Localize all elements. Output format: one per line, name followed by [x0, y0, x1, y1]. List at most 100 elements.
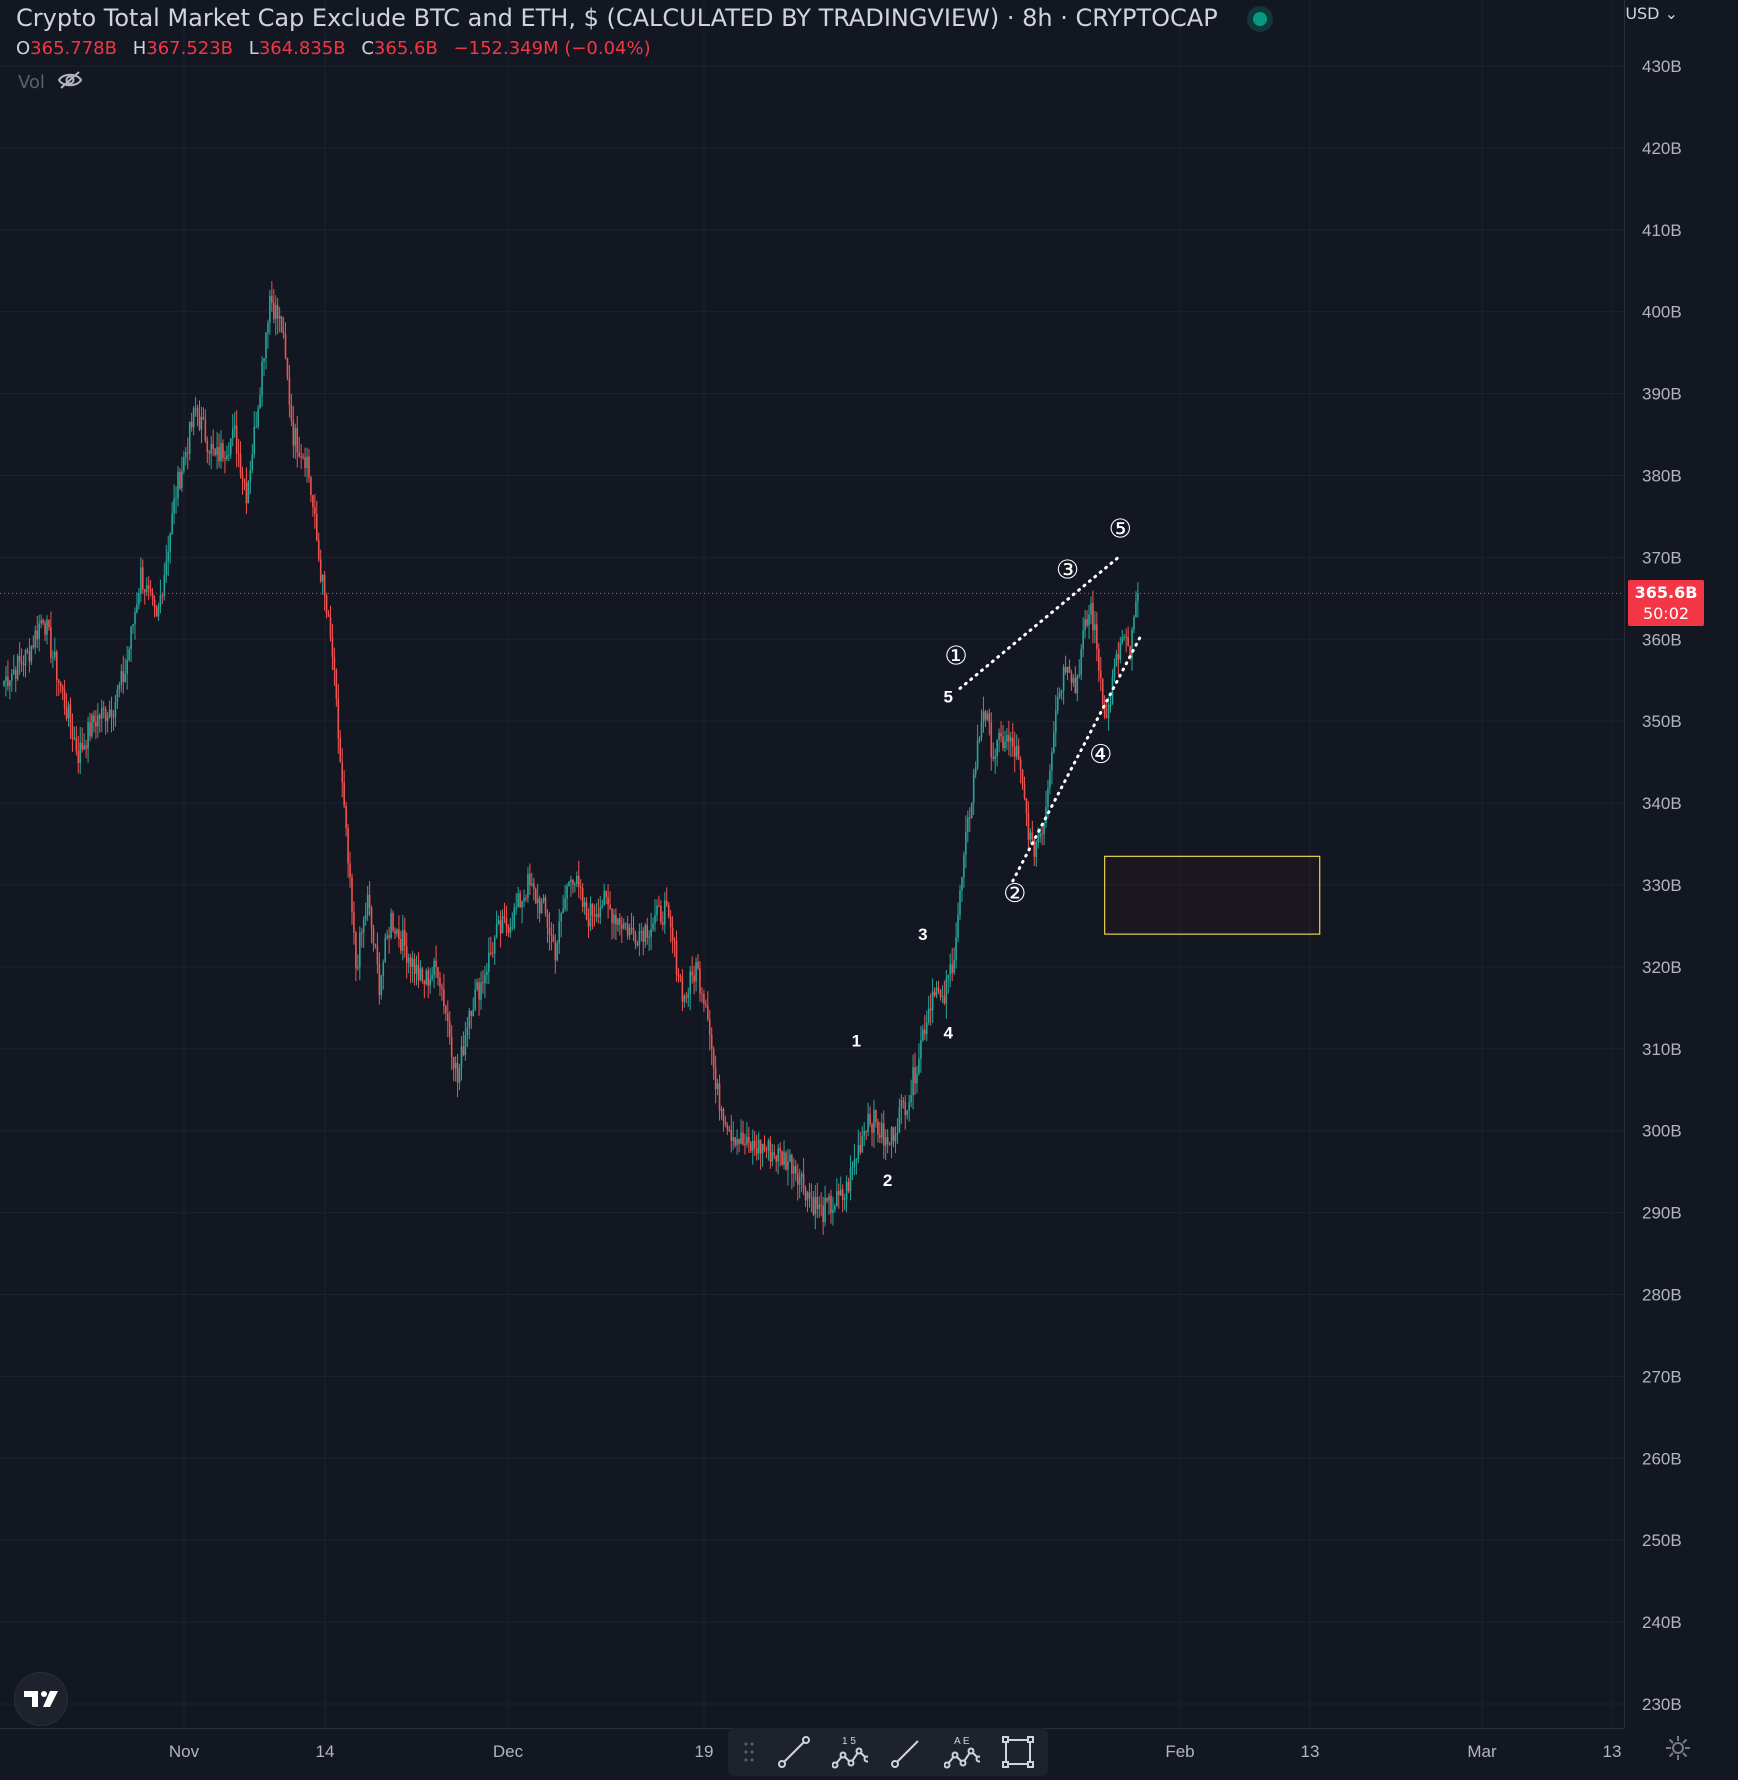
candle-body — [1051, 752, 1053, 771]
trend-line-tool-icon[interactable] — [776, 1734, 812, 1770]
eye-hidden-icon[interactable] — [57, 70, 83, 95]
main-wave-label: ① — [944, 642, 967, 672]
candle-body — [214, 449, 216, 455]
candle-body — [186, 452, 189, 454]
y-tick-label: 320B — [1642, 958, 1682, 977]
gear-icon[interactable] — [1664, 1734, 1692, 1762]
candle-body — [317, 540, 320, 560]
candle-body — [198, 415, 201, 430]
drag-handle-icon[interactable] — [742, 1734, 756, 1770]
candle-body — [879, 1134, 881, 1138]
candle-body — [626, 924, 629, 936]
candle-body — [388, 935, 390, 938]
candle-body — [501, 916, 504, 934]
candle-body — [1109, 704, 1112, 706]
candle-body — [716, 1083, 719, 1090]
candle-body — [192, 408, 195, 428]
candle-body — [472, 1009, 474, 1017]
candle-body — [620, 924, 623, 929]
candle-body — [531, 883, 533, 885]
candle-body — [949, 964, 952, 975]
candle-body — [48, 619, 50, 627]
candle-body — [81, 742, 83, 750]
candle-body — [978, 737, 981, 741]
candle-body — [793, 1166, 795, 1174]
currency-selector[interactable]: USD ⌄ — [1625, 4, 1678, 23]
candle-body — [513, 907, 516, 928]
candle-body — [652, 923, 654, 930]
candle-body — [650, 929, 652, 937]
candle-body — [276, 304, 279, 319]
candle-body — [953, 960, 955, 973]
candle-body — [965, 831, 967, 855]
candle-body — [32, 645, 35, 648]
candle-body — [1017, 745, 1020, 760]
candle-body — [867, 1113, 869, 1132]
candle-body — [216, 446, 218, 455]
elliott-correction-tool-icon[interactable]: A E — [944, 1734, 980, 1770]
candle-body — [353, 912, 355, 933]
market-status-icon[interactable] — [1253, 12, 1268, 26]
line-tool-icon[interactable] — [888, 1734, 924, 1770]
chart-grid — [0, 0, 1624, 1728]
candle-body — [896, 1132, 899, 1135]
candle-body — [28, 651, 31, 662]
candle-body — [339, 737, 342, 763]
candle-body — [783, 1152, 785, 1166]
candle-body — [343, 782, 345, 806]
candle-body — [269, 295, 271, 323]
candle-body — [628, 927, 631, 936]
candle-body — [411, 958, 414, 967]
candle-body — [175, 497, 177, 499]
candle-body — [963, 854, 965, 878]
candle-body — [12, 669, 15, 674]
y-tick-label: 360B — [1642, 630, 1682, 649]
candle-body — [208, 451, 211, 454]
candle-body — [798, 1177, 801, 1185]
candle-body — [886, 1137, 889, 1144]
candle-body — [1035, 842, 1038, 857]
candle-body — [710, 1034, 713, 1049]
volume-legend[interactable]: Vol — [18, 70, 83, 95]
candle-body — [967, 817, 969, 832]
y-tick-label: 400B — [1642, 303, 1682, 322]
candle-body — [507, 926, 510, 933]
volume-label: Vol — [18, 72, 45, 93]
candle-body — [759, 1139, 762, 1154]
candle-body — [1041, 833, 1043, 835]
candle-body — [806, 1192, 809, 1201]
candle-body — [1045, 806, 1047, 824]
candle-body — [904, 1102, 907, 1115]
candle-body — [576, 875, 578, 885]
candle-body — [11, 673, 13, 681]
candle-body — [726, 1124, 729, 1130]
candle-body — [112, 716, 115, 718]
candle-body — [97, 715, 99, 727]
candle-body — [476, 982, 478, 990]
tradingview-logo-icon[interactable] — [14, 1672, 68, 1726]
candle-body — [61, 686, 64, 691]
candle-body — [130, 626, 132, 650]
y-tick-label: 270B — [1642, 1367, 1682, 1386]
candle-body — [116, 689, 119, 702]
candle-body — [613, 914, 615, 924]
candle-body — [595, 914, 598, 917]
candle-body — [660, 905, 662, 923]
candle-body — [263, 358, 265, 362]
candle-body — [484, 975, 486, 983]
candle-body — [325, 595, 328, 614]
candle-body — [959, 890, 961, 915]
candle-body — [521, 901, 523, 908]
chevron-down-icon: ⌄ — [1664, 4, 1678, 23]
candle-body — [486, 971, 488, 976]
candle-body — [218, 446, 220, 462]
candle-body — [1133, 617, 1135, 630]
candle-body — [229, 438, 232, 455]
candle-body — [454, 1062, 457, 1069]
candle-body — [458, 1067, 461, 1083]
elliott-impulse-tool-icon[interactable]: 1 5 — [832, 1734, 868, 1770]
rectangle-tool-icon[interactable] — [1000, 1734, 1036, 1770]
wedge-upper-line — [958, 554, 1122, 690]
candle-body — [1000, 733, 1002, 737]
